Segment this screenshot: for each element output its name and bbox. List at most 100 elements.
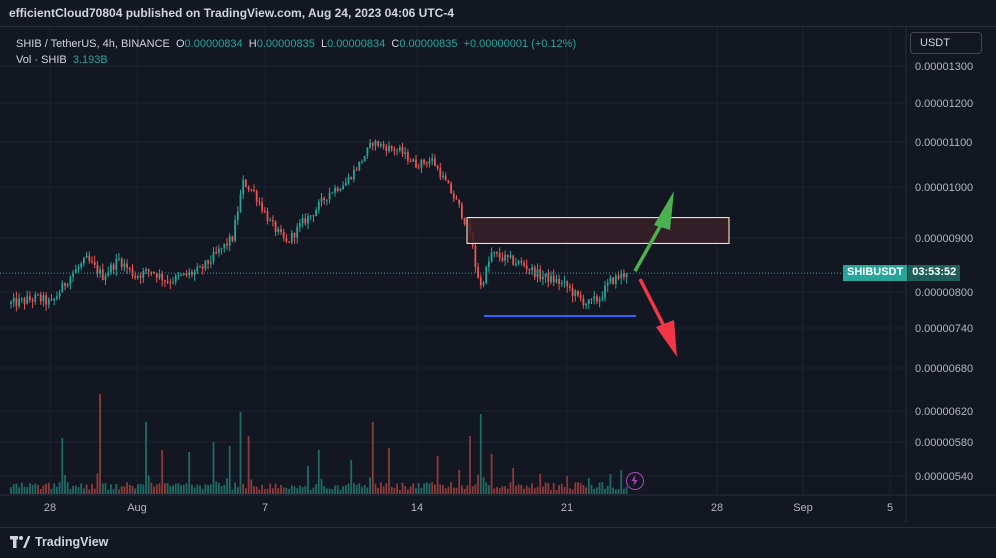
volume-bar (199, 485, 201, 494)
candle-body (77, 267, 80, 270)
volume-bar (596, 487, 598, 494)
volume-bar (423, 483, 425, 494)
volume-bar (450, 482, 452, 494)
candle-body (245, 179, 247, 187)
volume-bar (290, 485, 293, 494)
candle-body (123, 263, 126, 268)
volume-bar (525, 485, 528, 494)
volume-bar (531, 483, 533, 494)
candle-body (423, 159, 425, 164)
candle-body (625, 273, 628, 278)
legend-ohlc-row: SHIB / TetherUS, 4h, BINANCE O0.00000834… (16, 36, 576, 52)
volume-bar (207, 484, 209, 494)
volume-bar (155, 484, 158, 494)
candle-body (525, 265, 528, 270)
legend-volume-value: 3.193B (72, 54, 108, 66)
volume-bar (498, 488, 501, 494)
volume-bar (625, 486, 628, 494)
candle-body (488, 261, 490, 268)
candle-body (142, 271, 145, 278)
volume-bar (506, 488, 509, 494)
candle-body (261, 202, 263, 211)
volume-bar (37, 484, 39, 494)
candle-body (415, 159, 417, 168)
candle-body (145, 269, 147, 272)
volume-bar (228, 446, 231, 494)
volume-bar (274, 483, 277, 494)
volume-bar (614, 489, 617, 494)
candle-body (328, 192, 331, 200)
volume-bar (512, 468, 515, 494)
price-chart[interactable]: 0.00001300 0.00001200 0.00001100 0.00001000… (0, 27, 996, 522)
volume-bar (61, 438, 64, 494)
candle-body (247, 186, 250, 190)
candle-body (490, 252, 493, 262)
candle-body (66, 284, 69, 286)
candle-body (590, 298, 593, 300)
candle-body (99, 269, 101, 274)
volume-bar (417, 483, 420, 494)
price-axis[interactable]: 0.00001300 0.00001200 0.00001100 0.00001000… (905, 27, 973, 522)
candle-body (412, 159, 415, 162)
candle-body (520, 261, 523, 263)
candle-body (258, 201, 261, 203)
volume-bar (161, 450, 164, 494)
candle-body (506, 254, 509, 258)
candle-body (204, 260, 207, 269)
candle-body (12, 298, 15, 303)
candle-body (434, 158, 436, 166)
candle-body (296, 226, 299, 238)
volume-bar (382, 486, 385, 494)
volume-bar (69, 489, 72, 494)
volume-bar (461, 485, 463, 494)
volume-bar (112, 488, 115, 494)
volume-bar (404, 485, 407, 494)
candle-body (199, 266, 201, 268)
time-axis[interactable]: 28 Aug 7 14 21 28 Sep 5 (0, 494, 996, 514)
volume-bar (428, 483, 431, 494)
candle-body (317, 201, 320, 210)
candle-body (398, 147, 401, 151)
currency-unit-button[interactable]: USDT (910, 32, 982, 54)
volume-bar (293, 486, 296, 494)
legend-symbol[interactable]: SHIB / TetherUS, 4h, BINANCE (16, 38, 170, 50)
candle-body (228, 236, 231, 246)
volume-bar (196, 484, 199, 494)
volume-bar (479, 414, 482, 494)
volume-bar (455, 487, 458, 494)
volume-bar (58, 482, 61, 494)
candle-body (436, 165, 439, 169)
candle-body (439, 168, 442, 178)
volume-bar (188, 452, 191, 494)
volume-bar (45, 483, 47, 494)
price-tick-label: 0.00001100 (915, 137, 972, 149)
volume-bar (31, 484, 34, 494)
candle-body (425, 163, 428, 165)
legend-volume-label[interactable]: Vol · SHIB (16, 54, 67, 66)
volume-bar (407, 489, 409, 494)
volume-bar (436, 456, 439, 494)
candle-body (61, 283, 64, 293)
volume-bar (355, 484, 358, 494)
volume-bar (361, 486, 363, 494)
candle-body (547, 273, 550, 283)
chart-area[interactable]: 0.00001300 0.00001200 0.00001100 0.00001000… (0, 27, 996, 522)
candle-body (69, 276, 72, 285)
candle-body (266, 211, 269, 222)
volume-bar (347, 483, 350, 494)
volume-bar (29, 483, 31, 494)
candle-body (166, 281, 169, 283)
time-tick-label: 5 (887, 502, 893, 514)
bearish-arrow-head (656, 320, 677, 357)
tradingview-logo[interactable]: TradingView (10, 535, 108, 549)
candle-body (361, 161, 363, 163)
volume-bar (612, 487, 614, 494)
lightning-icon[interactable] (626, 472, 644, 490)
volume-bar (131, 485, 134, 494)
volume-bar (344, 485, 347, 494)
volume-bar (587, 478, 590, 494)
candle-body (450, 183, 452, 194)
volume-bar (544, 482, 547, 494)
volume-bar (574, 482, 577, 494)
volume-bar (547, 483, 550, 494)
